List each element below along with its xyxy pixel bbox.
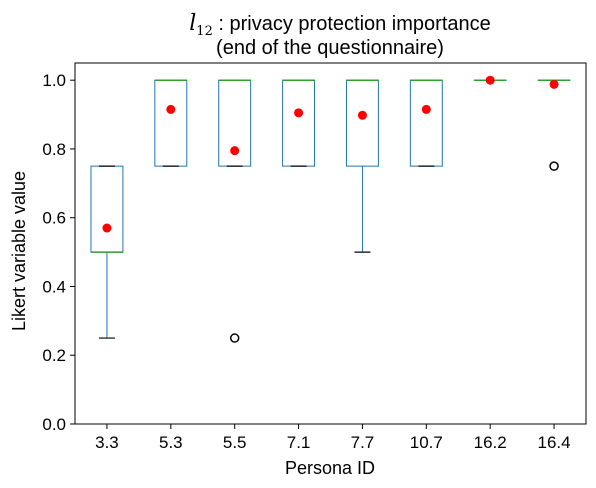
x-tick-label: 16.2	[474, 433, 507, 452]
y-axis-label: Likert variable value	[9, 171, 29, 331]
mean-point	[549, 79, 559, 89]
y-tick-label: 0.6	[42, 209, 66, 228]
plot-frame	[74, 62, 587, 425]
outlier-point	[229, 333, 240, 343]
x-axis-label: Persona ID	[285, 458, 375, 478]
mean-point	[421, 104, 431, 114]
x-tick-label: 5.3	[159, 433, 183, 452]
box-iqr	[409, 79, 443, 167]
mean-point	[357, 110, 367, 120]
x-tick-label: 10.7	[410, 433, 443, 452]
x-tick-label: 7.1	[287, 433, 311, 452]
outlier-point	[549, 161, 559, 171]
mean-point	[294, 108, 304, 118]
title-subscript: 12	[196, 24, 213, 39]
mean-point	[102, 223, 112, 233]
box-iqr	[345, 79, 379, 167]
y-tick-label: 1.0	[42, 71, 66, 90]
y-tick-label: 0.4	[42, 277, 66, 296]
y-tick-label: 0.2	[42, 346, 66, 365]
chart-title-line2: (end of the questionnaire)	[216, 37, 444, 59]
chart-title-line1: l12 : privacy protection importance	[189, 11, 491, 39]
box-iqr	[90, 165, 124, 253]
mean-point	[166, 104, 176, 114]
x-tick-label: 5.5	[223, 433, 247, 452]
box-iqr	[282, 79, 316, 167]
mean-point	[485, 75, 495, 85]
x-tick-label: 16.4	[538, 433, 571, 452]
x-tick-label: 7.7	[351, 433, 375, 452]
plot-area: 0.0 0.2 0.4 0.6 0.8 1.0 3.3 5.3 5.5 7.1 7.7 10.7 16.…	[42, 62, 587, 452]
y-tick-label: 0.0	[42, 415, 66, 434]
title-symbol: l	[189, 11, 196, 36]
box-iqr	[154, 79, 188, 167]
y-tick-label: 0.8	[42, 140, 66, 159]
mean-point	[230, 146, 240, 156]
x-tick-label: 3.3	[95, 433, 119, 452]
title-text: : privacy protection importance	[213, 13, 491, 35]
